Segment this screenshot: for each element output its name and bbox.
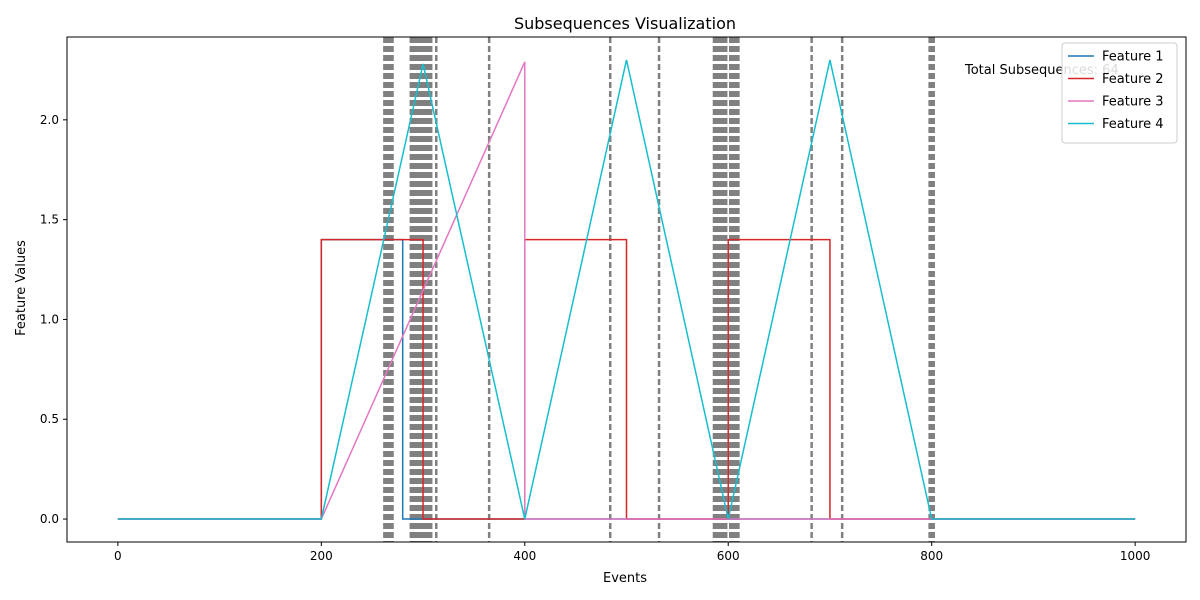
legend-label: Feature 2 [1102,72,1164,87]
y-axis: 0.0 0.5 1.0 1.5 2.0 [40,113,67,526]
legend-label: Feature 4 [1102,117,1164,132]
y-tick-label: 1.5 [40,213,59,227]
y-tick-label: 1.0 [40,312,59,326]
x-axis: 0 200 400 600 800 1000 [114,542,1150,563]
x-tick-label: 800 [920,549,943,563]
legend-label: Feature 3 [1102,95,1164,110]
legend: Feature 1 Feature 2 Feature 3 Feature 4 [1061,42,1178,144]
series-line-feature-4 [117,59,1136,520]
y-tick-label: 0.5 [40,412,59,426]
x-tick-label: 0 [114,549,122,563]
y-tick-label: 2.0 [40,113,59,127]
subsequence-boundaries [383,37,935,542]
plot-frame [66,36,1187,543]
x-tick-label: 200 [310,549,333,563]
legend-box [1061,42,1178,144]
x-tick-label: 400 [513,549,536,563]
chart-title: Subsequences Visualization [514,14,736,33]
x-tick-label: 1000 [1120,549,1151,563]
series-lines [117,59,1136,520]
x-axis-label: Events [603,571,647,586]
legend-label: Feature 1 [1102,50,1164,65]
plot-area [117,37,1136,542]
x-tick-label: 600 [717,549,740,563]
y-axis-label: Feature Values [14,240,29,336]
y-tick-label: 0.0 [40,512,59,526]
series-line-feature-2 [117,238,1136,520]
